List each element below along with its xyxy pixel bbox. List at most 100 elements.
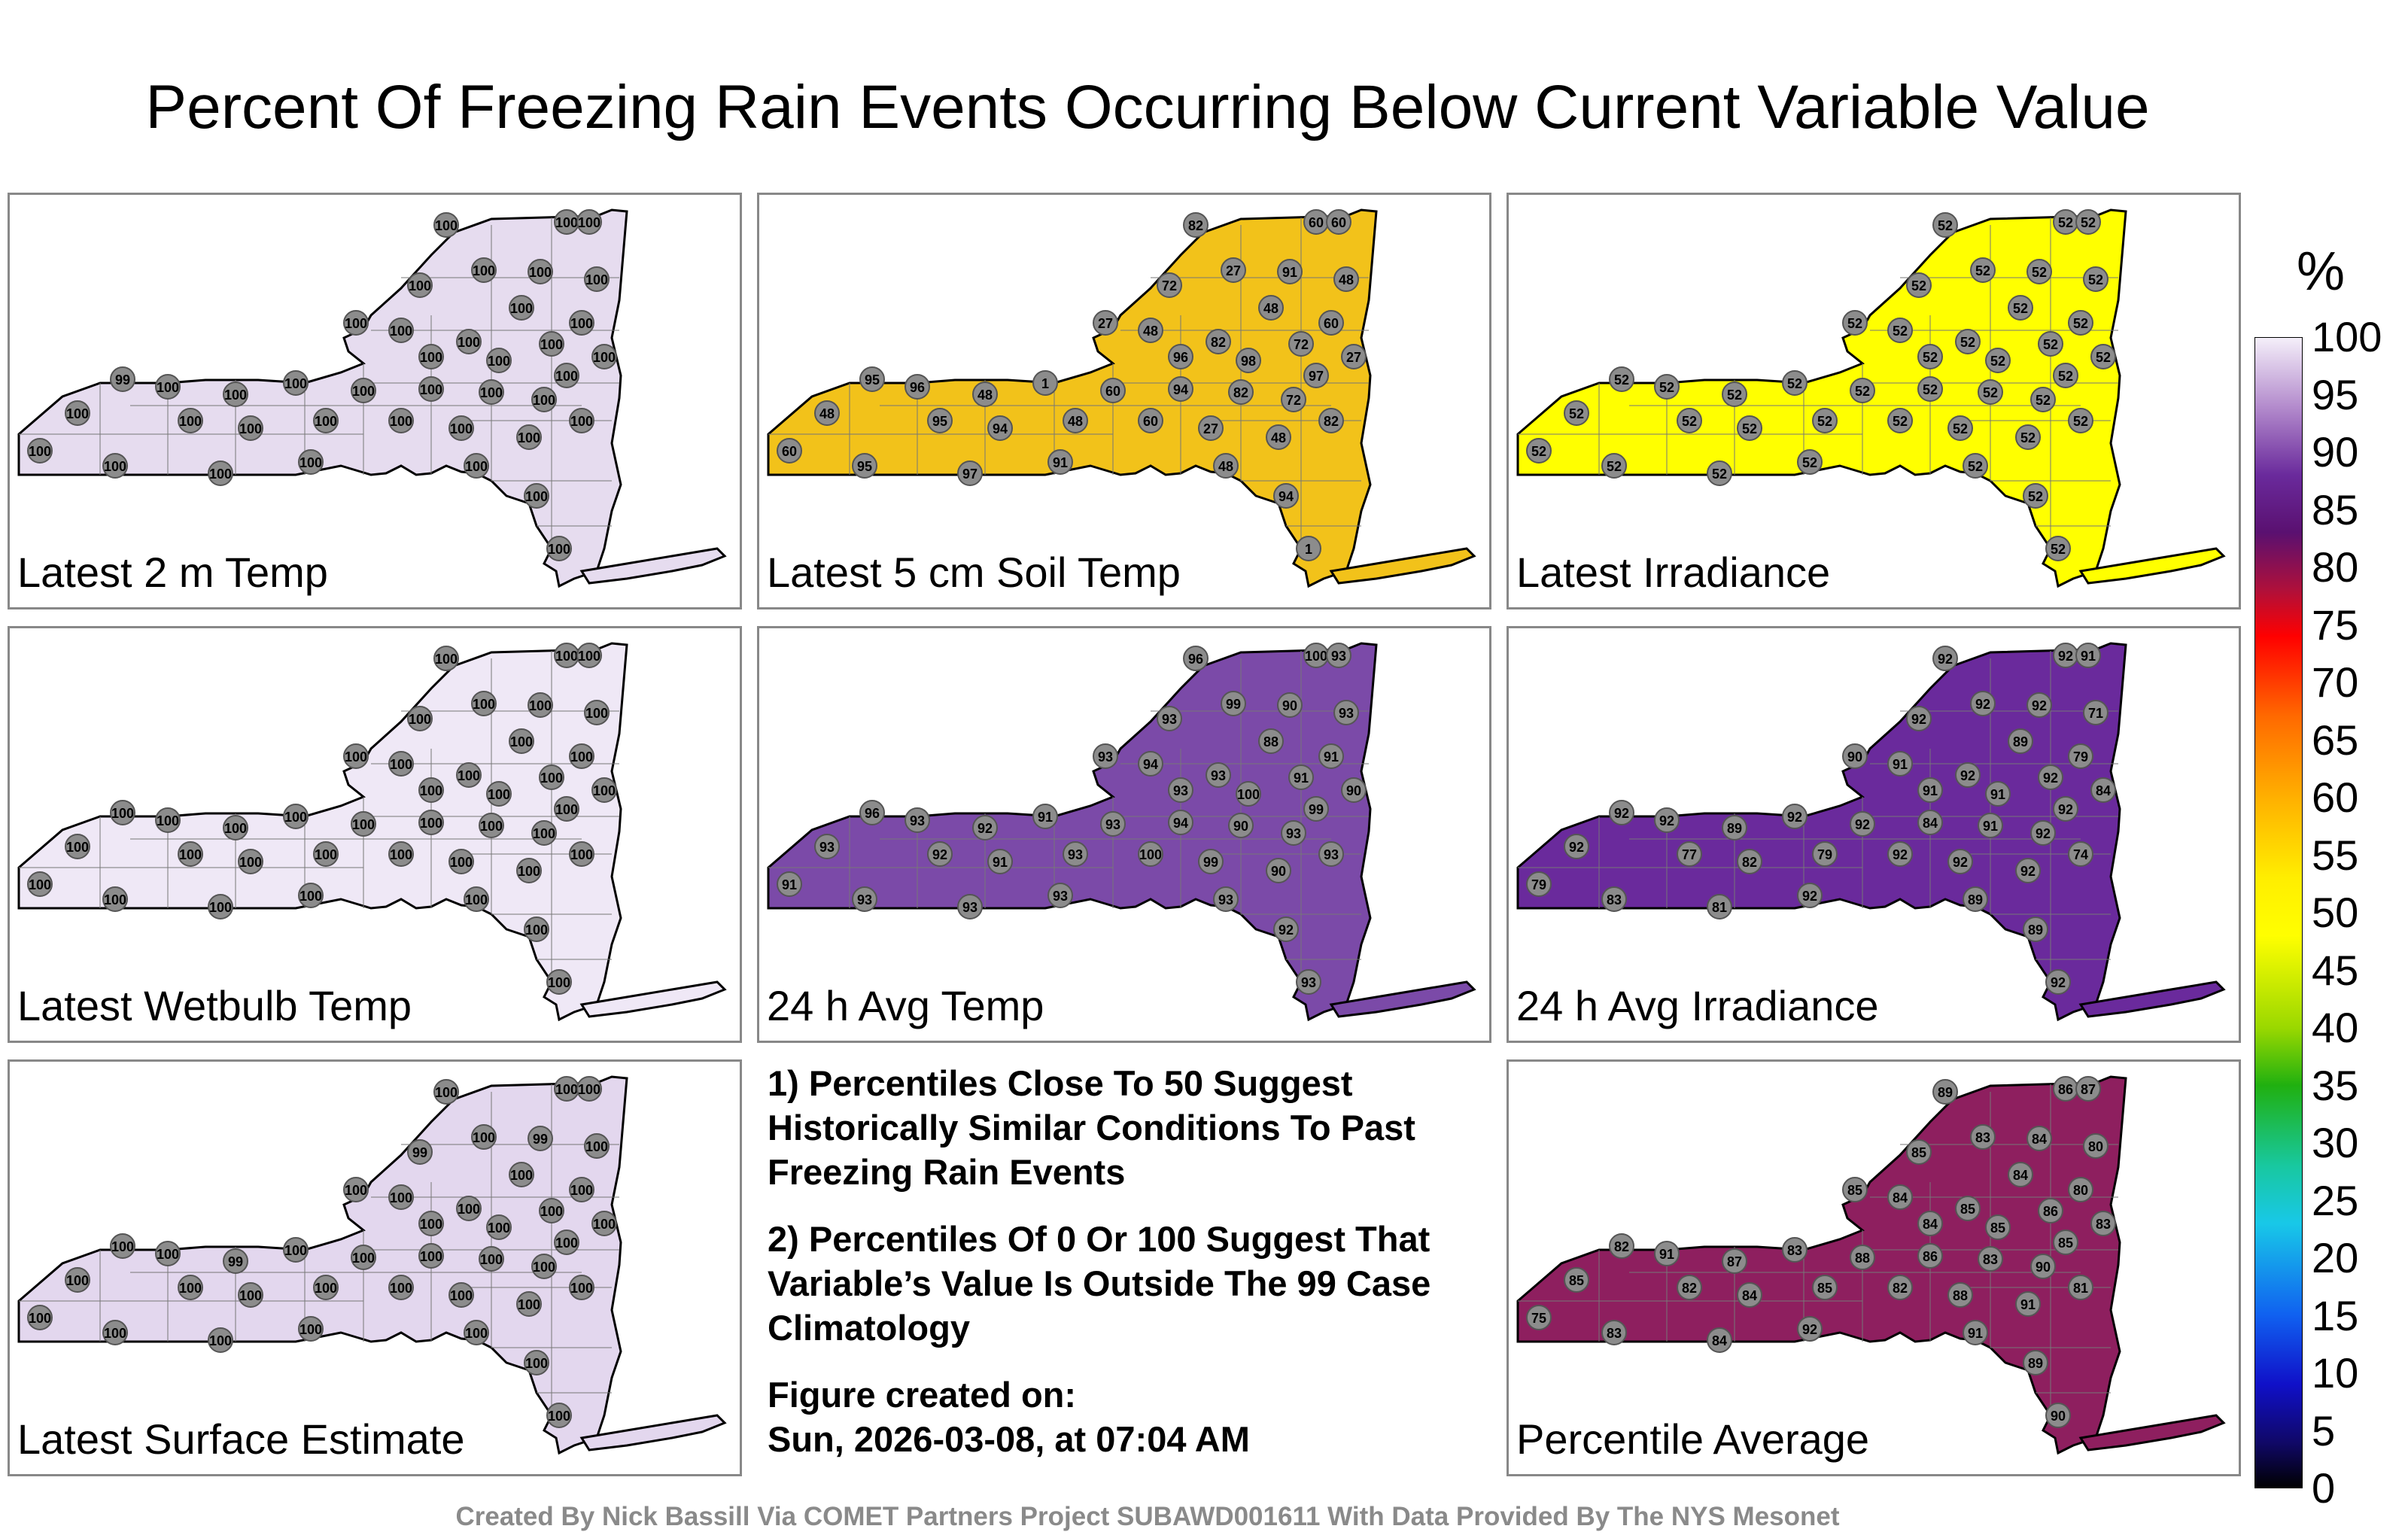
- station-marker: 100: [471, 1124, 497, 1150]
- station-value: 60: [1324, 316, 1339, 331]
- station-marker: 84: [2008, 1162, 2033, 1187]
- station-value: 100: [420, 382, 442, 397]
- station-value: 84: [1923, 1217, 1938, 1232]
- long-island-outline: [579, 547, 727, 585]
- station-marker: 96: [905, 374, 930, 400]
- station-marker: 99: [407, 1139, 433, 1165]
- station-value: 100: [435, 652, 458, 667]
- station-value: 100: [570, 316, 593, 331]
- station-value: 100: [420, 350, 442, 365]
- station-value: 71: [2088, 706, 2103, 721]
- station-value: 100: [390, 1190, 412, 1205]
- station-marker: 74: [2068, 841, 2093, 867]
- station-value: 96: [910, 380, 925, 395]
- station-value: 93: [1068, 847, 1083, 862]
- colorbar-tick-label: 25: [2312, 1176, 2359, 1224]
- station-marker: 93: [1318, 841, 1344, 867]
- station-value: 52: [2032, 265, 2047, 280]
- station-value: 100: [450, 1288, 473, 1303]
- station-value: 52: [1569, 406, 1584, 421]
- station-marker: 100: [471, 691, 497, 716]
- station-marker: 100: [546, 1403, 572, 1428]
- station-value: 100: [390, 847, 412, 862]
- station-marker: 93: [814, 834, 840, 859]
- station-marker: 93: [852, 886, 877, 912]
- station-value: 100: [450, 855, 473, 870]
- station-marker: 100: [418, 376, 444, 402]
- station-value: 92: [1569, 840, 1584, 855]
- station-value: 97: [1309, 369, 1324, 384]
- station-value: 96: [1173, 350, 1188, 365]
- station-marker: 80: [2083, 1133, 2109, 1159]
- station-value: 99: [1309, 802, 1324, 817]
- station-marker: 92: [927, 841, 953, 867]
- station-marker: 100: [418, 344, 444, 369]
- station-marker: 79: [2068, 743, 2093, 769]
- station-marker: 100: [1138, 841, 1163, 867]
- station-marker: 91: [1978, 813, 2003, 838]
- station-value: 91: [2081, 649, 2096, 664]
- station-marker: 91: [1047, 449, 1073, 475]
- station-marker: 72: [1281, 387, 1306, 412]
- station-marker: 82: [1887, 1275, 1913, 1300]
- station-marker: 84: [1707, 1327, 1732, 1353]
- station-marker: 100: [486, 1214, 512, 1240]
- station-marker: 93: [1168, 777, 1193, 803]
- station-value: 93: [857, 892, 872, 907]
- station-value: 90: [1233, 819, 1248, 834]
- station-marker: 52: [1985, 348, 2011, 373]
- station-marker: 99: [223, 1248, 248, 1274]
- station-value: 100: [299, 889, 322, 904]
- state-map: 92 92 91 92 92 92 71 90 89 79 91 92 92 84 91 91 92 92 92 89…: [1516, 642, 2226, 1022]
- station-marker: 100: [27, 438, 53, 464]
- station-marker: 52: [2053, 363, 2078, 388]
- station-value: 82: [1233, 385, 1248, 400]
- station-value: 90: [2051, 1409, 2066, 1424]
- station-marker: 100: [351, 378, 376, 403]
- station-marker: 86: [2053, 1076, 2078, 1102]
- station-value: 89: [1968, 892, 1983, 907]
- station-value: 100: [533, 393, 555, 408]
- station-value: 85: [1990, 1220, 2005, 1236]
- station-value: 48: [1271, 430, 1286, 445]
- station-marker: 81: [2068, 1275, 2093, 1300]
- station-marker: 94: [1168, 810, 1193, 835]
- station-value: 81: [2073, 1281, 2088, 1296]
- station-marker: 100: [531, 820, 557, 846]
- station-value: 92: [1911, 712, 1926, 727]
- station-value: 52: [1607, 459, 1622, 474]
- station-value: 100: [593, 783, 616, 798]
- station-marker: 91: [1654, 1241, 1680, 1266]
- station-value: 91: [1659, 1247, 1674, 1262]
- station-marker: 100: [486, 348, 512, 373]
- station-value: 52: [1855, 384, 1870, 399]
- station-value: 52: [2096, 350, 2111, 365]
- station-marker: 100: [208, 894, 233, 919]
- station-value: 100: [352, 384, 375, 399]
- station-marker: 100: [343, 310, 369, 336]
- station-marker: 94: [1138, 751, 1163, 777]
- station-marker: 100: [576, 1076, 602, 1102]
- station-value: 100: [420, 1217, 442, 1232]
- station-value: 92: [932, 847, 947, 862]
- station-marker: 27: [1198, 415, 1224, 441]
- station-marker: 100: [27, 1305, 53, 1330]
- station-marker: 52: [2090, 344, 2116, 369]
- station-marker: 80: [2068, 1177, 2093, 1202]
- station-marker: 100: [155, 1241, 181, 1266]
- station-value: 100: [315, 847, 337, 862]
- station-value: 79: [2073, 749, 2088, 764]
- station-marker: 100: [464, 453, 489, 479]
- station-marker: 91: [1277, 259, 1303, 284]
- station-marker: 27: [1221, 257, 1246, 283]
- station-value: 89: [2028, 1356, 2043, 1371]
- station-value: 100: [157, 1247, 179, 1262]
- station-marker: 95: [927, 408, 953, 433]
- station-marker: 96: [1168, 344, 1193, 369]
- station-value: 88: [1263, 734, 1278, 749]
- station-marker: 95: [859, 366, 885, 392]
- station-value: 92: [1975, 697, 1990, 712]
- station-marker: 72: [1288, 331, 1314, 357]
- station-value: 84: [1893, 1190, 1908, 1205]
